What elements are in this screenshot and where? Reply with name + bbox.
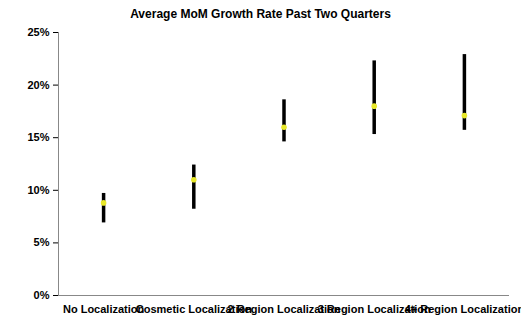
svg-text:25%: 25% xyxy=(27,26,49,38)
svg-text:No Localization: No Localization xyxy=(63,303,145,315)
svg-text:20%: 20% xyxy=(27,79,49,91)
svg-text:5%: 5% xyxy=(34,236,50,248)
svg-text:10%: 10% xyxy=(27,184,49,196)
svg-text:Cosmetic Localization: Cosmetic Localization xyxy=(135,303,252,316)
html-text:Average MoM Growth Rate Past T: Average MoM Growth Rate Past Two Quarter… xyxy=(130,7,391,21)
svg-text:2 Region Localization: 2 Region Localization xyxy=(227,303,341,316)
svg-text:3 Region Localization: 3 Region Localization xyxy=(317,303,431,316)
svg-text:15%: 15% xyxy=(27,131,49,143)
svg-text:0%: 0% xyxy=(34,289,50,301)
svg-text:4+ Region Localization: 4+ Region Localization xyxy=(405,303,521,315)
